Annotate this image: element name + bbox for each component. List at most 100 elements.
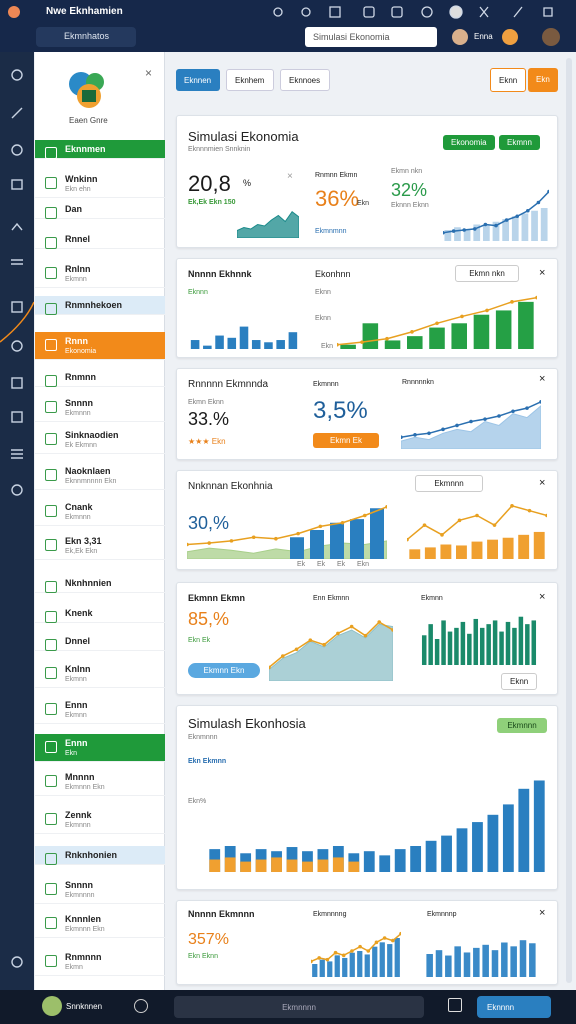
button[interactable]: Ekmnn Ekn <box>188 663 260 678</box>
sidebar-item[interactable]: Ekn 3,31 Ek,Ek Ekn <box>35 532 165 560</box>
tab[interactable]: Eknnen <box>176 69 220 91</box>
sidebar-item[interactable]: Snnnn Ekmnnn <box>35 394 165 422</box>
bar <box>487 814 499 872</box>
chart <box>187 505 387 559</box>
button[interactable]: Ekonomia <box>443 135 495 150</box>
bar <box>334 955 340 977</box>
bar <box>473 947 480 977</box>
item-label: Sinknaodien <box>65 430 119 440</box>
close-button[interactable]: × <box>287 171 293 182</box>
point <box>322 642 326 647</box>
point <box>362 513 367 518</box>
chat-icon[interactable] <box>134 999 148 1013</box>
bar <box>510 946 517 977</box>
close-button[interactable]: × <box>539 907 546 919</box>
sidebar-item[interactable]: Cnank Ekmnnn <box>35 498 165 526</box>
close-button[interactable]: × <box>539 267 546 279</box>
button[interactable]: Ekmn Ek <box>313 433 379 448</box>
sidebar-item[interactable]: Naoknlaen Eknnmnnnn Ekn <box>35 462 165 490</box>
sidebar-item[interactable]: Eknnmen <box>35 140 165 159</box>
button[interactable]: Eknnnn <box>477 996 551 1018</box>
sidebar-item[interactable]: Mnnnn Ekmnnn Ekn <box>35 768 165 796</box>
item-label: Cnank <box>65 502 93 512</box>
item-icon <box>45 339 57 351</box>
chart-label: Ekmnnnng <box>313 911 347 918</box>
sidebar-item[interactable]: Sinknaodien Ek Ekmnn <box>35 426 165 454</box>
bar <box>350 519 364 559</box>
avatar[interactable] <box>502 29 518 45</box>
bar <box>525 624 530 665</box>
point <box>410 330 414 334</box>
chart-label: Eknnn <box>188 289 208 296</box>
card: Ekmnn Ekmn 85,% Ekn Ek Ekmnn Ekn Enn Ekm… <box>176 582 558 695</box>
point <box>377 620 382 624</box>
sidebar-item[interactable]: Dan <box>35 200 165 219</box>
sidebar-item[interactable]: Knlnn Ekmnn <box>35 660 165 688</box>
button[interactable]: Ekmnnn <box>415 475 483 492</box>
point <box>251 535 256 540</box>
point <box>525 406 529 410</box>
sidebar-item[interactable]: Rnlnn Ekmnn <box>35 260 165 288</box>
bar <box>302 861 313 872</box>
bar <box>410 846 422 872</box>
button[interactable]: Ekmnn <box>499 135 540 150</box>
sidebar-item[interactable]: Rnnn Ekonomia <box>35 332 165 360</box>
bar <box>384 340 401 349</box>
point <box>325 957 330 962</box>
sidebar-item[interactable]: Zennk Ekmnnn <box>35 806 165 834</box>
close-button[interactable]: × <box>539 373 546 385</box>
sidebar-item[interactable]: Ennn Ekmnn <box>35 696 165 724</box>
kpi-sub: Ekn Ek <box>188 637 211 644</box>
avatar[interactable] <box>452 29 468 45</box>
sidebar-item[interactable]: Rnmnhekoen <box>35 296 165 315</box>
bar <box>190 340 200 349</box>
sidebar-item[interactable]: Snnnn Ekmnnnn <box>35 876 165 904</box>
chart-label: Rnnnnnkn <box>402 379 434 386</box>
close-button[interactable]: × <box>539 591 546 603</box>
scrollbar[interactable] <box>566 58 572 983</box>
sidebar-item[interactable]: Rnmnn <box>35 368 165 387</box>
sidebar-item[interactable]: Wnkinn Ekn ehn <box>35 170 165 198</box>
tab[interactable]: Eknhem <box>226 69 274 91</box>
item-sub: Ekmnnn <box>65 410 91 417</box>
close-button[interactable]: × <box>539 477 546 489</box>
input-box[interactable]: Ekmnnnn <box>174 996 424 1018</box>
action-button[interactable]: Ekn <box>528 68 558 92</box>
item-sub: Ekmnn <box>65 676 87 683</box>
item-label: Rnmnnn <box>65 952 102 962</box>
action-button[interactable]: Eknn <box>490 68 526 92</box>
sidebar-item[interactable]: Dnnel <box>35 632 165 651</box>
close-button[interactable]: × <box>145 66 153 80</box>
bar <box>451 323 467 349</box>
sidebar-item[interactable]: Knnnlen Ekmnnn Ekn <box>35 910 165 938</box>
sidebar-item[interactable]: Rnmnnn Ekmn <box>35 948 165 976</box>
point <box>311 959 313 964</box>
point <box>399 931 401 936</box>
brand-logo <box>69 72 104 108</box>
point <box>526 208 530 213</box>
sidebar-item[interactable]: Rnnel <box>35 230 165 249</box>
bar <box>540 208 548 241</box>
bar <box>467 633 472 665</box>
button[interactable]: Eknn <box>501 673 538 690</box>
address-bar[interactable]: Simulasi Ekonomia <box>305 27 437 47</box>
button[interactable]: Ekmnnn <box>497 718 547 733</box>
point <box>280 654 285 658</box>
avatar[interactable] <box>42 996 62 1016</box>
kpi-value: 85,% <box>188 609 230 629</box>
tray-icon[interactable] <box>448 998 462 1012</box>
sidebar-item[interactable]: Ennn Ekn <box>35 734 165 762</box>
search-box[interactable]: Ekmnhatos <box>36 27 136 47</box>
avatar[interactable] <box>542 28 560 46</box>
item-sub: Ekn ehn <box>65 186 91 193</box>
tick-label: Ek <box>297 561 306 568</box>
item-icon <box>45 639 57 651</box>
item-icon <box>45 177 57 189</box>
sidebar-item[interactable]: Knenk <box>35 604 165 623</box>
item-label: Ekn 3,31 <box>65 536 102 546</box>
bar <box>362 323 379 349</box>
button[interactable]: Ekmn nkn <box>455 265 519 282</box>
tab[interactable]: Eknnoes <box>280 69 330 91</box>
sidebar-item[interactable]: Nknhnnien <box>35 574 165 593</box>
sidebar-item[interactable]: Rnknhonien <box>35 846 165 865</box>
